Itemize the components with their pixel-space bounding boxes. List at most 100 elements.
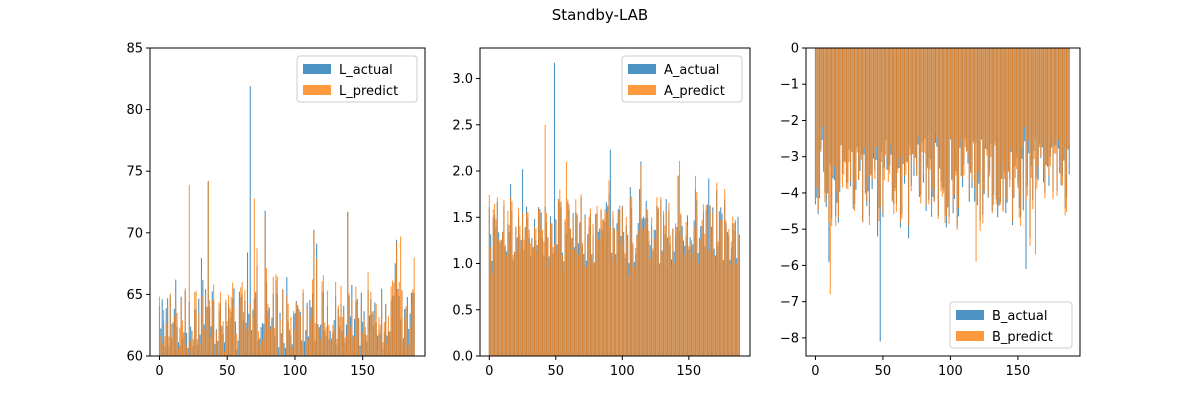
bar-predict <box>682 253 685 356</box>
bar-predict <box>593 262 595 356</box>
bar-predict <box>713 255 715 356</box>
bar-predict <box>844 48 846 163</box>
legend-swatch <box>628 64 656 74</box>
bar-predict <box>725 220 727 356</box>
bar-predict <box>970 48 972 174</box>
bar-predict <box>720 220 722 356</box>
bar-predict <box>495 219 497 356</box>
bar-predict <box>924 48 926 153</box>
bar-predict <box>858 48 860 180</box>
bar-predict <box>499 240 501 356</box>
bar-predict <box>1025 48 1027 201</box>
bar-predict <box>372 311 375 356</box>
bar-predict <box>299 315 301 356</box>
bar-predict <box>1049 48 1051 167</box>
bar-predict <box>953 48 956 196</box>
bar-predict <box>523 239 525 356</box>
bar-predict <box>823 48 825 172</box>
bar-predict <box>624 253 626 356</box>
bar-predict <box>1006 48 1008 199</box>
bar-predict <box>253 198 255 356</box>
bar-predict <box>956 48 958 230</box>
y-tick-label: −2 <box>780 114 799 129</box>
bar-predict <box>636 236 638 356</box>
bar-predict <box>673 262 675 356</box>
bar-predict <box>382 342 384 356</box>
bar-predict <box>291 348 293 356</box>
bar-predict <box>348 293 350 356</box>
bar-predict <box>982 48 984 224</box>
bar-predict <box>195 290 197 356</box>
subplot-2: 0 50 100 1500.00.51.01.52.02.53.0A_actualA_… <box>452 47 751 379</box>
bar-predict <box>325 327 327 356</box>
bar-predict <box>688 246 690 356</box>
bar-predict <box>918 48 920 189</box>
bar-predict <box>285 356 286 362</box>
bar-predict <box>635 247 637 356</box>
bar-predict <box>261 339 263 356</box>
bar-predict <box>872 48 875 153</box>
bar-predict <box>708 250 710 356</box>
bar-predict <box>617 212 619 356</box>
bar-predict <box>339 316 341 356</box>
bar-predict <box>364 327 366 356</box>
y-tick-label: 65 <box>126 288 143 303</box>
bar-predict <box>964 48 966 147</box>
bar-predict <box>288 329 291 356</box>
bar-predict <box>552 247 554 356</box>
x-tick-label: 100 <box>283 364 308 379</box>
bar-actual <box>217 340 219 356</box>
bar-predict <box>855 48 857 181</box>
x-tick-label: 150 <box>676 364 701 379</box>
bar-predict <box>528 229 530 356</box>
bar-predict <box>891 48 893 202</box>
bar-predict <box>641 228 643 356</box>
bar-predict <box>337 305 339 356</box>
bar-predict <box>545 213 548 356</box>
bar-predict <box>580 194 582 356</box>
bar-predict <box>674 223 677 356</box>
bar-predict <box>944 48 946 224</box>
legend-label: L_predict <box>339 84 398 99</box>
bar-predict <box>718 211 720 356</box>
bar-predict <box>592 223 594 356</box>
bar-predict <box>949 48 951 139</box>
bar-predict <box>536 251 538 356</box>
bar-predict <box>712 213 714 356</box>
bar-predict <box>874 48 876 180</box>
bar-predict <box>637 230 639 356</box>
bar-predict <box>336 338 338 356</box>
bar-predict <box>591 262 593 356</box>
bar-predict <box>404 318 406 356</box>
bar-actual <box>260 327 262 356</box>
subplot-1: 0 50 100 150 60 65 70 75 80 85 L_actual L_predict <box>126 42 426 379</box>
bar-predict <box>824 48 826 203</box>
bar-predict <box>883 48 885 181</box>
bar-predict <box>710 230 712 356</box>
bar-predict <box>665 212 667 356</box>
bar-predict <box>1026 48 1028 196</box>
bar-predict <box>597 239 599 356</box>
bar-predict <box>175 305 177 356</box>
bar-predict <box>324 322 326 356</box>
bar-predict <box>555 221 557 356</box>
bar-predict <box>818 48 821 197</box>
bar-predict <box>211 300 213 356</box>
bar-predict <box>647 209 649 356</box>
bar-predict <box>347 211 349 356</box>
bar-actual <box>359 345 361 356</box>
bar-predict <box>879 48 881 208</box>
bar-predict <box>400 236 402 356</box>
bar-predict <box>230 296 232 356</box>
bar-predict <box>405 305 407 356</box>
bar-predict <box>321 281 323 356</box>
bar-actual <box>223 342 226 356</box>
bar-predict <box>652 248 654 356</box>
bar-predict <box>187 356 188 365</box>
bar-predict <box>686 225 689 356</box>
bar-predict <box>377 349 379 356</box>
bar-predict <box>306 307 308 356</box>
bar-predict <box>223 351 226 356</box>
bar-predict <box>267 304 269 356</box>
